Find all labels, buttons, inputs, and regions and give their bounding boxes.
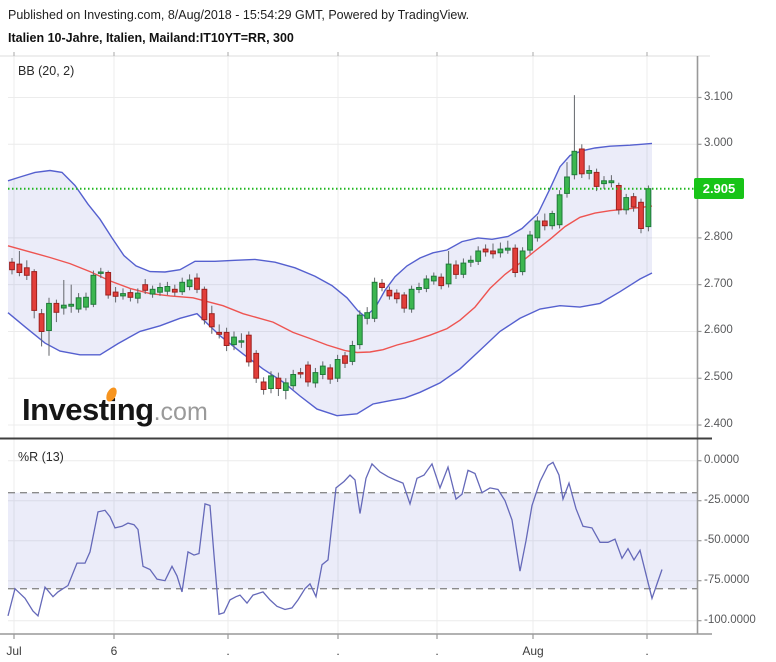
candle-up	[268, 375, 274, 389]
candle-down	[482, 248, 489, 253]
candle-up	[571, 150, 578, 176]
candle-up	[549, 213, 556, 227]
candle-down	[438, 276, 445, 287]
bollinger-lower-line	[7, 272, 653, 417]
candle-up	[60, 304, 67, 309]
candle-up	[334, 359, 341, 379]
publish-info: Published on Investing.com, 8/Aug/2018 -…	[8, 8, 470, 22]
candle-down	[171, 288, 178, 293]
candle-down	[638, 201, 644, 230]
candle-up	[371, 281, 378, 319]
candle-down	[379, 282, 385, 288]
bollinger-basis-line	[7, 205, 653, 354]
candle-down	[127, 292, 134, 298]
candle-down	[9, 261, 15, 271]
candle-down	[541, 220, 548, 227]
candle-up	[408, 288, 415, 310]
chart-title: Italien 10-Jahre, Italien, Mailand:IT10Y…	[8, 31, 294, 45]
candle-down	[578, 148, 585, 175]
candle-up	[179, 281, 186, 293]
candle-down	[105, 272, 112, 296]
candle-up	[527, 234, 533, 251]
candle-up	[134, 292, 141, 299]
candle-down	[275, 377, 282, 390]
wr-line	[7, 461, 663, 618]
candle-down	[223, 331, 230, 346]
candle-down	[31, 271, 38, 311]
candle-down	[327, 367, 334, 380]
candle-up	[186, 279, 193, 288]
candle-up	[467, 259, 474, 263]
bollinger-upper-line	[7, 142, 653, 318]
candle-up	[231, 336, 237, 346]
candle-down	[216, 331, 223, 335]
candle-down	[245, 334, 252, 363]
candle-up	[90, 274, 97, 305]
candle-down	[53, 302, 60, 313]
candle-down	[194, 277, 200, 290]
candle-down	[142, 284, 149, 291]
candle-up	[364, 312, 371, 319]
candle-down	[393, 292, 400, 300]
candle-up	[601, 180, 607, 185]
candle-up	[475, 250, 482, 262]
candle-up	[149, 288, 156, 295]
candle-up	[586, 170, 593, 174]
candle-up	[349, 345, 356, 362]
candle-up	[534, 220, 541, 239]
candle-up	[238, 340, 245, 343]
candle-down	[208, 313, 215, 328]
candle-down	[201, 288, 208, 321]
candle-up	[356, 314, 363, 346]
candle-up	[97, 271, 104, 274]
candle-up	[645, 188, 652, 228]
candle-down	[490, 250, 496, 255]
candle-down	[16, 263, 23, 274]
candle-down	[401, 294, 408, 309]
candle-down	[593, 171, 600, 187]
candle-up	[416, 287, 422, 290]
candle-up	[120, 293, 126, 297]
candle-up	[46, 302, 52, 331]
candle-down	[260, 381, 267, 390]
candle-down	[342, 355, 348, 364]
candle-up	[556, 194, 563, 226]
candle-up	[282, 382, 289, 391]
candle-down	[38, 313, 45, 333]
candle-down	[453, 264, 459, 275]
candle-up	[83, 296, 89, 308]
candle-up	[423, 278, 430, 289]
candle-down	[305, 364, 311, 383]
candle-down	[512, 247, 519, 273]
candle-up	[290, 374, 297, 387]
candle-up	[164, 286, 171, 292]
candle-up	[460, 262, 467, 275]
candle-down	[386, 289, 393, 297]
candle-up	[497, 248, 504, 254]
candle-up	[68, 303, 75, 307]
candle-up	[319, 365, 326, 376]
candle-up	[519, 250, 526, 273]
candle-up	[504, 247, 511, 251]
candle-up	[608, 180, 615, 184]
candle-down	[630, 196, 637, 208]
candle-down	[23, 267, 30, 276]
candle-up	[445, 263, 452, 285]
candle-down	[297, 372, 304, 375]
candle-down	[112, 291, 119, 297]
candle-up	[564, 176, 570, 194]
candle-up	[157, 287, 163, 293]
candle-down	[253, 352, 260, 379]
candle-up	[623, 197, 630, 211]
wr-threshold-zone	[8, 492, 697, 589]
candle-up	[430, 275, 437, 282]
candle-up	[75, 297, 82, 310]
candle-up	[312, 372, 319, 384]
candle-down	[615, 185, 622, 211]
